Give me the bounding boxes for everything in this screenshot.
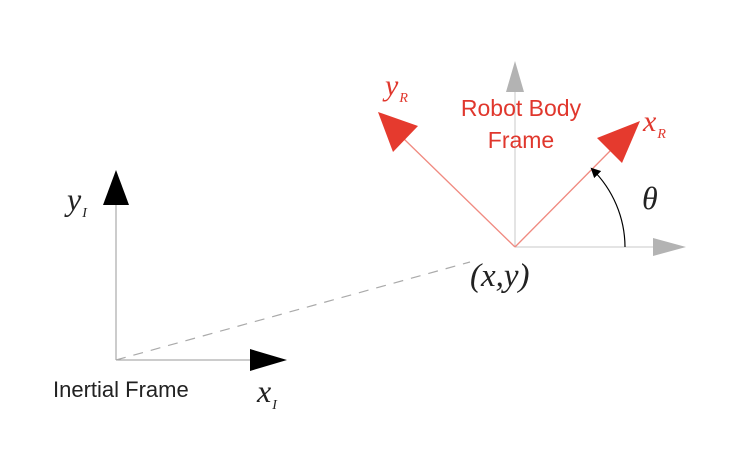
y-r-label: yR xyxy=(382,69,408,106)
theta-angle-arc xyxy=(590,167,626,248)
robot-frame-label-line1: Robot Body xyxy=(461,95,582,121)
position-label: (x,y) xyxy=(470,258,530,294)
robot-y-axis-line xyxy=(403,138,516,248)
y-r-main: y xyxy=(382,69,399,102)
position-vector-dashed xyxy=(115,261,471,361)
robot-frame-label-line2: Frame xyxy=(488,127,554,153)
inertial-frame-label: Inertial Frame xyxy=(53,377,189,402)
x-i-subscript: I xyxy=(271,398,278,413)
reference-horizontal-arrowhead xyxy=(653,238,686,256)
robot-x-axis-arrowhead xyxy=(597,121,640,163)
reference-vertical-arrowhead xyxy=(506,61,524,92)
inertial-frame xyxy=(103,170,287,371)
robot-y-axis-arrowhead xyxy=(378,112,418,152)
y-i-label: yI xyxy=(64,181,88,221)
inertial-x-axis-arrowhead xyxy=(250,349,287,371)
y-r-subscript: R xyxy=(398,91,408,106)
x-i-label: xI xyxy=(256,373,278,413)
x-r-subscript: R xyxy=(656,127,666,142)
robot-x-axis-line xyxy=(514,148,613,248)
x-i-main: x xyxy=(256,373,271,409)
y-i-subscript: I xyxy=(81,206,88,221)
y-i-main: y xyxy=(64,181,82,217)
robot-body-frame xyxy=(378,112,640,248)
robot-reference-axes xyxy=(506,61,686,256)
theta-label: θ xyxy=(642,180,658,216)
inertial-y-axis-arrowhead xyxy=(103,170,129,205)
x-r-label: xR xyxy=(642,105,666,142)
x-r-main: x xyxy=(642,105,657,138)
